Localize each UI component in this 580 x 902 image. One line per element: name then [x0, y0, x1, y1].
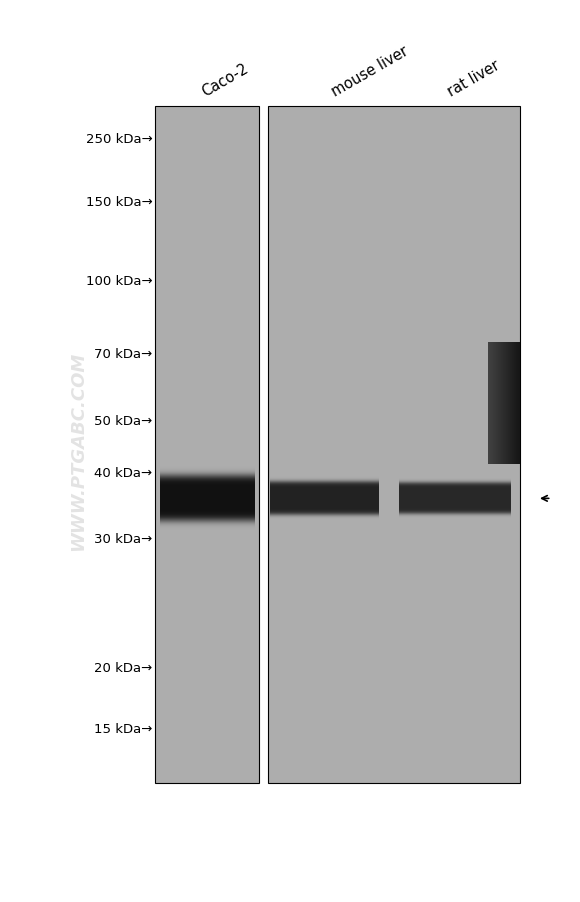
Text: 15 kDa→: 15 kDa→ — [94, 723, 153, 735]
Bar — [268, 106, 520, 783]
Text: 50 kDa→: 50 kDa→ — [95, 415, 153, 428]
Text: rat liver: rat liver — [445, 58, 502, 99]
Text: mouse liver: mouse liver — [329, 43, 411, 99]
Text: 30 kDa→: 30 kDa→ — [95, 532, 153, 545]
Text: 250 kDa→: 250 kDa→ — [86, 133, 153, 146]
Text: 100 kDa→: 100 kDa→ — [86, 275, 153, 288]
Text: 150 kDa→: 150 kDa→ — [86, 196, 153, 208]
Bar — [155, 106, 259, 783]
Text: 40 kDa→: 40 kDa→ — [95, 466, 153, 479]
Text: 20 kDa→: 20 kDa→ — [95, 661, 153, 674]
Text: 70 kDa→: 70 kDa→ — [95, 348, 153, 361]
Text: Caco-2: Caco-2 — [200, 60, 251, 99]
Text: WWW.PTGABC.COM: WWW.PTGABC.COM — [69, 352, 88, 550]
